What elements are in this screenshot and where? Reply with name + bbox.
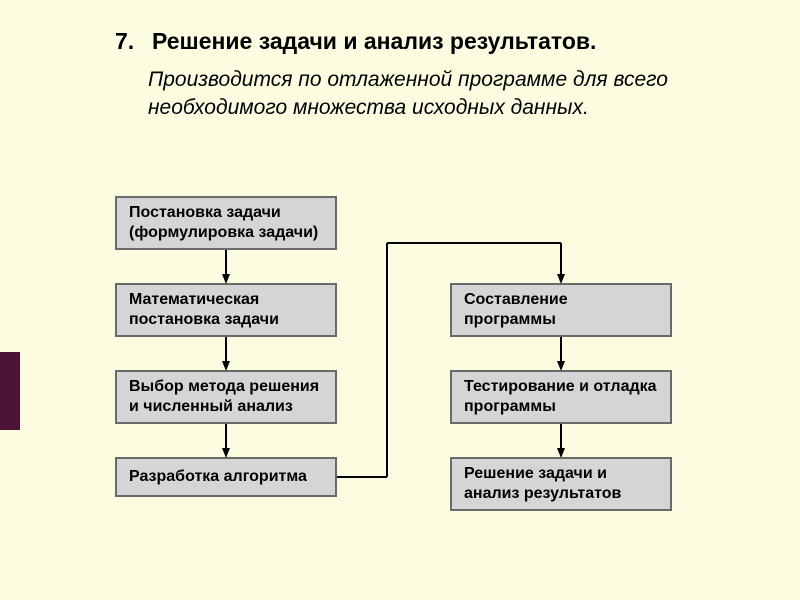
flow-node-n5: Составление программы xyxy=(450,283,672,337)
flow-node-n7: Решение задачи и анализ результатов xyxy=(450,457,672,511)
flow-node-n1: Постановка задачи (формулировка задачи) xyxy=(115,196,337,250)
flow-node-n3: Выбор метода решения и численный анализ xyxy=(115,370,337,424)
heading-number: 7. xyxy=(115,28,134,54)
accent-bar xyxy=(0,352,20,430)
heading-block: 7. Решение задачи и анализ результатов. xyxy=(115,28,596,55)
heading-title: Решение задачи и анализ результатов. xyxy=(152,28,596,54)
flow-node-n2: Математическая постановка задачи xyxy=(115,283,337,337)
flow-node-n6: Тестирование и отладка программы xyxy=(450,370,672,424)
flow-node-n4: Разработка алгоритма xyxy=(115,457,337,497)
heading-subtitle: Производится по отлаженной программе для… xyxy=(148,66,708,123)
